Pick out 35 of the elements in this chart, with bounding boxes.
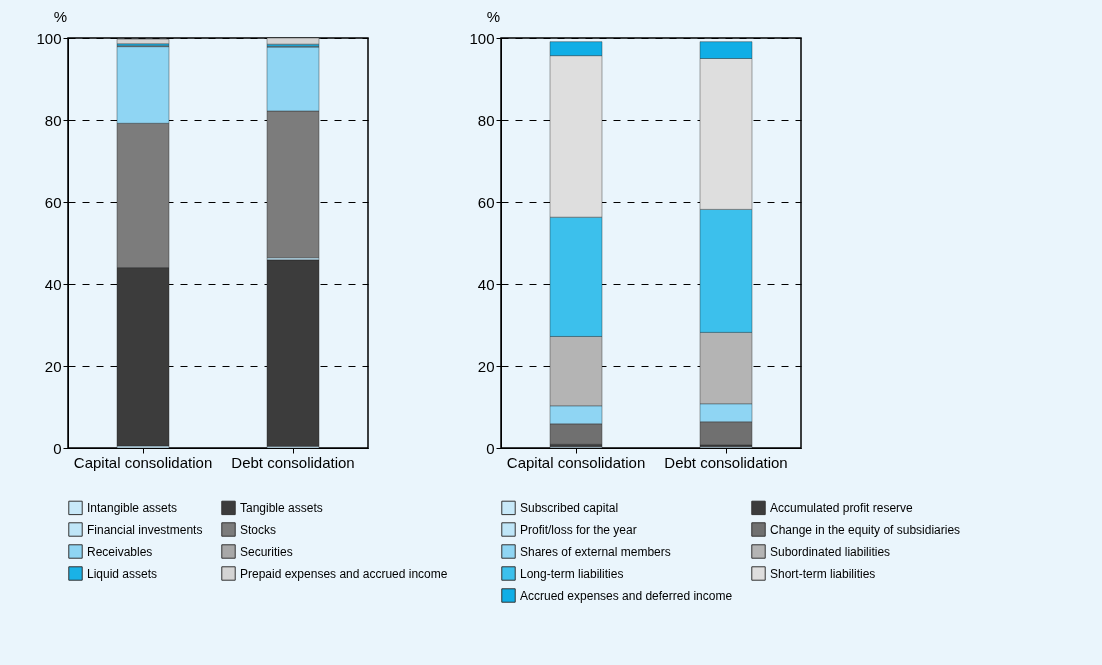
legend-label: Short-term liabilities [770,566,876,581]
legend-label: Subscribed capital [520,500,619,515]
y-tick-label: 80 [44,111,62,129]
legend-label: Accrued expenses and deferred income [520,588,733,603]
legend-label: Liquid assets [87,566,158,581]
y-axis-title: % [486,7,501,25]
y-tick-label: 20 [44,357,62,375]
legend-label: Securities [240,544,293,559]
y-tick-label: 60 [44,193,62,211]
legend-label: Tangible assets [240,500,323,515]
y-tick-label: 40 [44,275,62,293]
legend-label: Accumulated profit reserve [770,500,914,515]
legend-label: Stocks [240,522,277,537]
legend-label: Subordinated liabilities [770,544,891,559]
legend-label: Financial investments [87,522,203,537]
x-tick-label: Capital consolidation [506,453,646,471]
legend-label: Shares of external members [520,544,671,559]
legend-label: Long-term liabilities [520,566,624,581]
y-tick-label: 80 [477,111,495,129]
x-tick-label: Debt consolidation [664,453,788,471]
legend-label: Intangible assets [87,500,178,515]
y-tick-label: 100 [469,29,495,47]
y-axis-title: % [53,7,68,25]
y-tick-label: 20 [477,357,495,375]
legend-label: Receivables [87,544,153,559]
y-tick-label: 0 [53,439,62,457]
legend-label: Change in the equity of subsidiaries [770,522,961,537]
y-tick-label: 0 [486,439,495,457]
y-tick-label: 40 [477,275,495,293]
x-tick-label: Capital consolidation [73,453,213,471]
y-tick-label: 100 [36,29,62,47]
y-tick-label: 60 [477,193,495,211]
legend-label: Prepaid expenses and accrued income [240,566,448,581]
legend-label: Profit/loss for the year [520,522,637,537]
x-tick-label: Debt consolidation [231,453,355,471]
